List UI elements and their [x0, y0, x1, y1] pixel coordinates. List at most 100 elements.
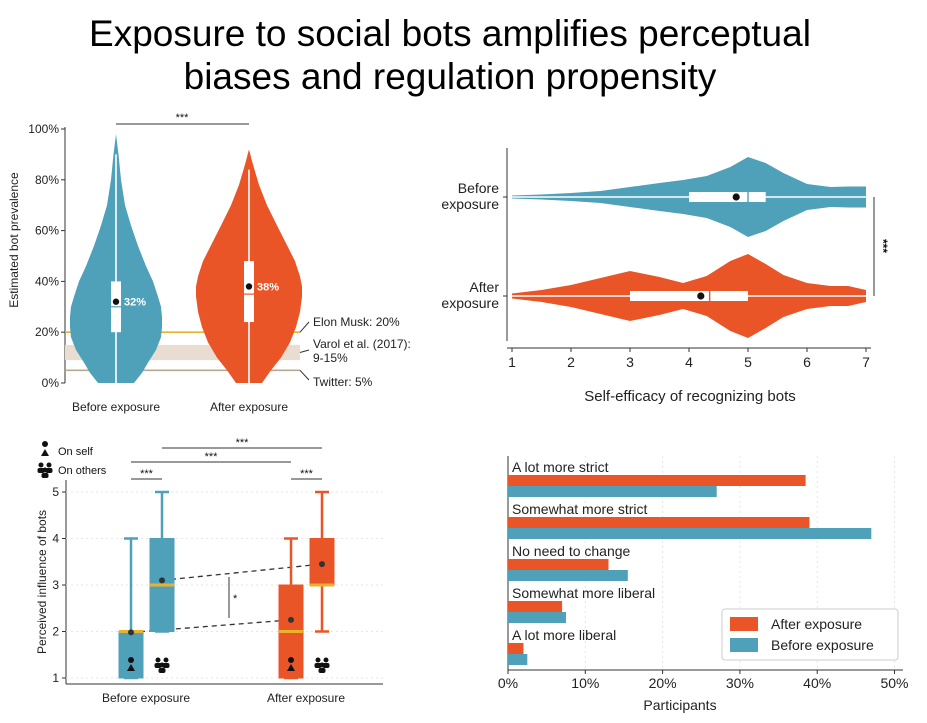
- c2-x-tick-label: 5: [744, 354, 752, 370]
- c1-annotation-leader: [299, 349, 310, 354]
- group-icon: [158, 668, 166, 673]
- c4-category-label: A lot more strict: [512, 459, 609, 475]
- c3-significance-label: ***: [236, 437, 250, 449]
- c3-y-tick-label: 5: [52, 485, 59, 499]
- c1-mean-label: 38%: [257, 281, 279, 293]
- group-icon: [163, 657, 169, 663]
- c1-y-tick-label: 100%: [28, 122, 59, 136]
- group-icon: [46, 462, 52, 468]
- c3-significance-label: *: [233, 593, 238, 605]
- c4-category-label: A lot more liberal: [512, 627, 616, 643]
- figure-title-line-2: biases and regulation propensity: [183, 56, 717, 97]
- c3-y-tick-label: 2: [52, 625, 59, 639]
- person-icon: [128, 657, 134, 663]
- c3-box-after-self-mean-dot: [288, 616, 294, 623]
- c3-x-category-label: After exposure: [267, 691, 345, 705]
- c4-bar-before: [508, 486, 717, 497]
- c3-y-tick-label: 4: [52, 532, 59, 546]
- c2-mean-dot: [697, 292, 705, 300]
- c4-bar-after: [508, 517, 810, 528]
- c2-category-label-line1: Before: [458, 180, 499, 196]
- c4-x-tick-label: 20%: [649, 675, 677, 691]
- person-icon: [127, 664, 135, 671]
- c3-y-tick-label: 3: [52, 578, 59, 592]
- person-icon: [287, 664, 295, 671]
- c3-box-before-others-mean-dot: [159, 577, 165, 584]
- c2-x-tick-label: 6: [803, 354, 811, 370]
- c3-y-label: Perceived influence of bots: [35, 510, 49, 654]
- c3-significance-label: ***: [140, 468, 154, 480]
- c1-y-label: Estimated bot prevalence: [7, 172, 21, 308]
- c2-iqr-box: [630, 291, 748, 301]
- c1-annotation-twitter: Twitter: 5%: [313, 375, 373, 389]
- c4-category-label: Somewhat more strict: [512, 501, 647, 517]
- c2-iqr-box: [689, 192, 766, 202]
- group-icon: [319, 662, 325, 668]
- c4-bar-before: [508, 528, 872, 539]
- c1-annotation-varol: Varol et al. (2017):: [313, 337, 411, 351]
- c1-y-tick-label: 40%: [35, 274, 59, 288]
- c1-y-tick-label: 20%: [35, 325, 59, 339]
- c3-legend-others: On others: [58, 465, 107, 477]
- c2-x-tick-label: 4: [685, 354, 693, 370]
- c1-annotation-varol-range: 9-15%: [313, 351, 348, 365]
- c4-legend-after: After exposure: [771, 616, 862, 632]
- c2-category-label-line2: exposure: [441, 196, 499, 212]
- c4-legend-swatch-before: [730, 638, 758, 652]
- c1-x-category-label: Before exposure: [72, 400, 160, 414]
- person-icon: [288, 657, 294, 663]
- c4-bar-after: [508, 601, 563, 612]
- c4-legend-box: [721, 608, 899, 661]
- c4-bar-before: [508, 654, 528, 665]
- c3-x-category-label: Before exposure: [102, 691, 190, 705]
- c4-x-tick-label: 0%: [498, 675, 518, 691]
- c3-box-before-self: [118, 631, 144, 679]
- c1-annotation-musk: Elon Musk: 20%: [313, 315, 400, 329]
- c4-bar-before: [508, 612, 566, 623]
- c1-mean-label: 32%: [124, 297, 146, 309]
- c4-x-label: Participants: [643, 697, 716, 713]
- group-icon: [41, 473, 49, 478]
- group-icon: [38, 462, 44, 468]
- c4-x-tick-label: 30%: [726, 675, 754, 691]
- c2-x-tick-label: 2: [567, 354, 575, 370]
- c3-box-before-self-mean-dot: [128, 629, 134, 636]
- c4-bar-after: [508, 559, 609, 570]
- c2-mean-dot: [732, 193, 740, 201]
- c2-category-label-line1: After: [469, 279, 499, 295]
- c3-y-tick-label: 1: [52, 671, 59, 685]
- c1-annotation-leader: [299, 321, 310, 333]
- c4-legend-before: Before exposure: [771, 637, 874, 653]
- c1-y-tick-label: 80%: [35, 173, 59, 187]
- person-icon: [41, 449, 49, 456]
- c2-significance-label: ***: [876, 239, 890, 253]
- c1-annotation-leader: [299, 369, 310, 381]
- c3-mean-connector-others: [161, 563, 323, 581]
- c4-bar-before: [508, 570, 628, 581]
- group-icon: [42, 467, 48, 473]
- c4-bar-after: [508, 475, 806, 486]
- c2-x-tick-label: 3: [626, 354, 634, 370]
- group-icon: [318, 668, 326, 673]
- c1-y-tick-label: 0%: [42, 376, 60, 390]
- figure-title-line-1: Exposure to social bots amplifies percep…: [89, 13, 811, 54]
- c2-x-tick-label: 1: [508, 354, 516, 370]
- c4-category-label: No need to change: [512, 543, 631, 559]
- c3-legend-self: On self: [58, 446, 94, 458]
- c1-iqr-box: [244, 261, 254, 323]
- group-icon: [323, 657, 329, 663]
- c1-x-category-label: After exposure: [210, 400, 288, 414]
- c1-significance-label: ***: [176, 112, 190, 124]
- c3-significance-label: ***: [205, 451, 219, 463]
- c4-x-tick-label: 40%: [803, 675, 831, 691]
- c4-legend-swatch-after: [730, 617, 758, 631]
- c1-mean-dot: [112, 298, 120, 305]
- figure-title: Exposure to social bots amplifies percep…: [0, 12, 900, 98]
- group-icon: [159, 662, 165, 668]
- c1-y-tick-label: 60%: [35, 224, 59, 238]
- c3-box-after-others-mean-dot: [319, 561, 325, 568]
- c4-x-tick-label: 10%: [571, 675, 599, 691]
- c2-category-label-line2: exposure: [441, 295, 499, 311]
- person-icon: [42, 441, 48, 447]
